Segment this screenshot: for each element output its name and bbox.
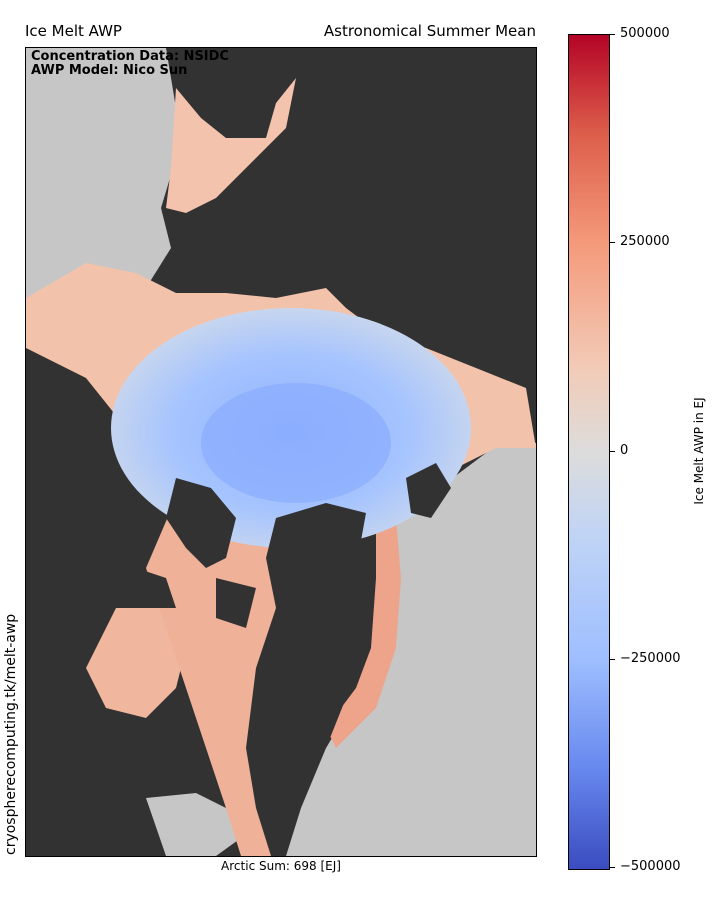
colorbar-tick [609, 451, 615, 452]
colorbar-tick [609, 242, 615, 243]
credit-data-source: Concentration Data: NSIDC [31, 49, 229, 64]
canadian-archipelago [136, 478, 256, 628]
colorbar [568, 34, 610, 870]
map-title: Ice Melt AWP [25, 22, 122, 40]
ice-edge-baffin [86, 608, 186, 718]
colorbar-tick-label: −250000 [620, 651, 681, 666]
map-area: Concentration Data: NSIDC AWP Model: Nic… [25, 47, 537, 857]
central-ice-core [201, 383, 391, 503]
credit-text: Concentration Data: NSIDC AWP Model: Nic… [31, 50, 229, 78]
greenland-landmass [266, 503, 366, 748]
ocean-right-atlantic [286, 438, 536, 856]
map-image [26, 48, 536, 856]
ocean-lower-left [146, 793, 241, 856]
colorbar-tick-label: 500000 [620, 26, 670, 41]
colorbar-label: Ice Melt AWP in EJ [692, 397, 706, 505]
arctic-sum-label: Arctic Sum: 698 [EJ] [221, 859, 341, 873]
svalbard-land [406, 463, 451, 518]
colorbar-tick [609, 867, 615, 868]
colorbar-tick-label: −500000 [620, 859, 681, 874]
colorbar-tick [609, 659, 615, 660]
map-subtitle: Astronomical Summer Mean [323, 22, 536, 40]
source-url: cryospherecomputing.tk/melt-awp [3, 613, 19, 855]
credit-model: AWP Model: Nico Sun [31, 63, 188, 78]
colorbar-tick [609, 34, 615, 35]
ice-edge-pacific [166, 78, 296, 213]
colorbar-tick-label: 0 [620, 443, 629, 458]
ice-edge-greenland-east [326, 508, 401, 748]
colorbar-tick-label: 250000 [620, 234, 670, 249]
ocean-top-left [26, 48, 191, 348]
